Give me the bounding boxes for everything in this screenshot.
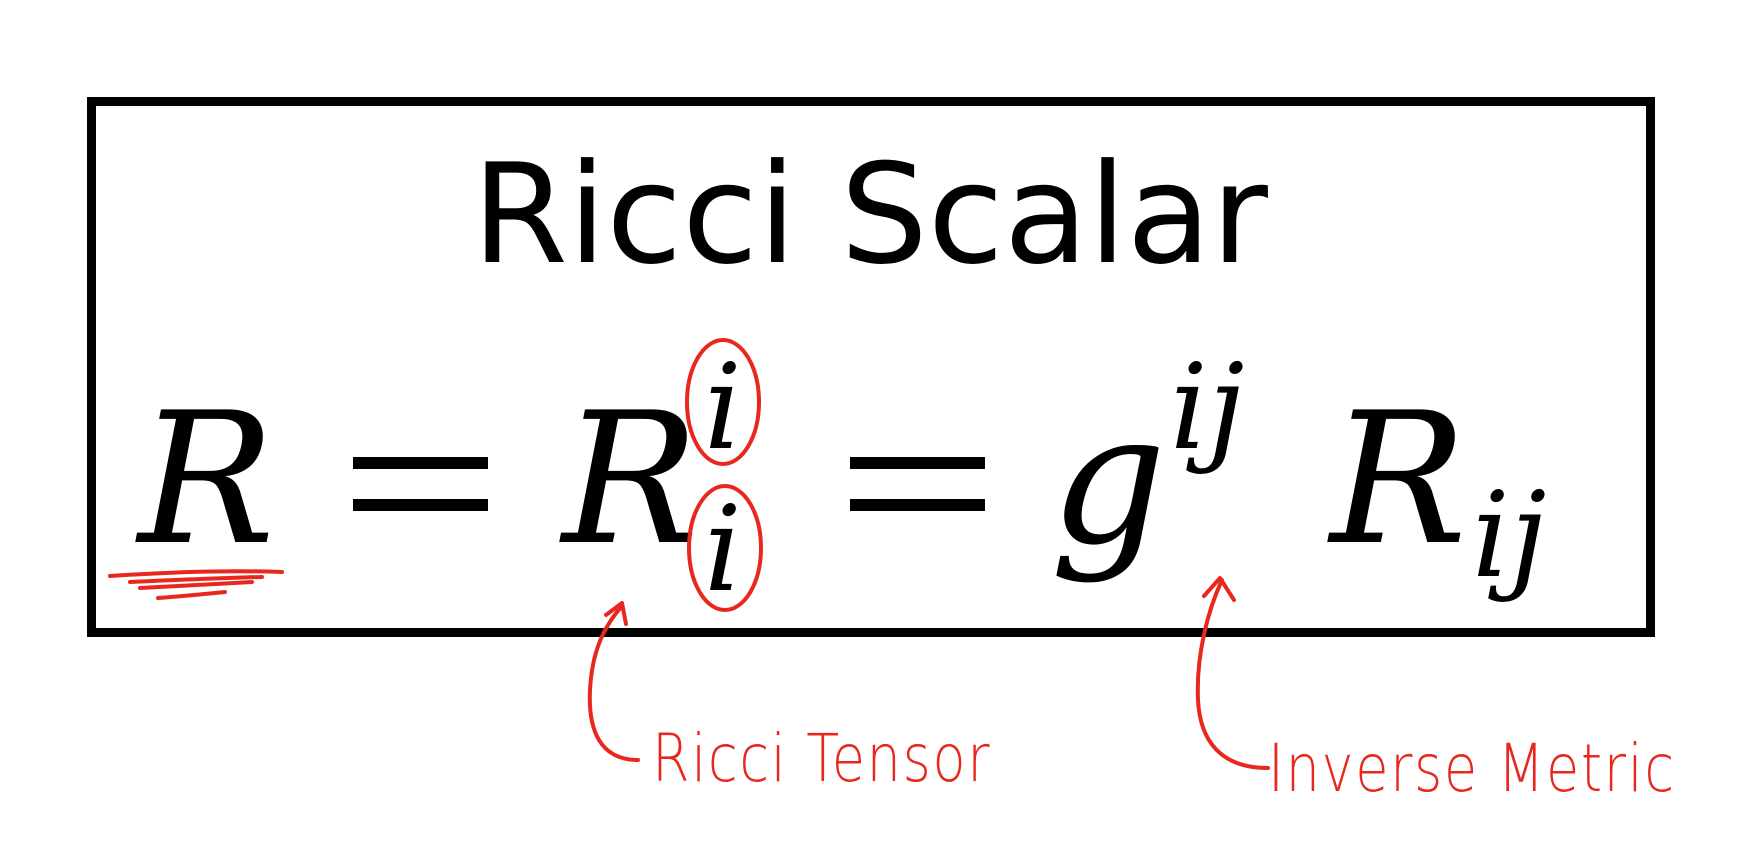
inverse-metric-arrow-head [1202,576,1236,602]
ricci-tensor-arrow [587,604,640,762]
equation-box [87,97,1655,637]
lower-index-circle [687,484,763,612]
slide-title: Ricci Scalar [472,134,1268,295]
inverse-metric-arrow [1195,578,1270,770]
ricci-upper-index: i [704,338,742,476]
ricci-tensor-label: Ricci Tensor [652,720,992,797]
metric-upper-indices: ij [1170,338,1245,476]
underline-stroke [108,569,284,578]
ricci-lower-indices: ij [1472,466,1547,604]
ricci-tensor-symbol: R [562,373,700,585]
underline-stroke [138,580,254,590]
ricci-lower-index: i [704,480,742,618]
ricci-scalar-symbol: R [138,373,276,585]
upper-index-circle [685,338,761,466]
underline-stroke [128,575,264,584]
metric-symbol: g [1050,373,1167,585]
equals-sign-2 [850,457,985,511]
inverse-metric-label: Inverse Metric [1268,730,1676,807]
underline-stroke [156,590,227,600]
ricci-tensor-arrow-head [604,601,628,626]
ricci-tensor-symbol-2: R [1330,373,1468,585]
equals-sign-1 [353,457,488,511]
